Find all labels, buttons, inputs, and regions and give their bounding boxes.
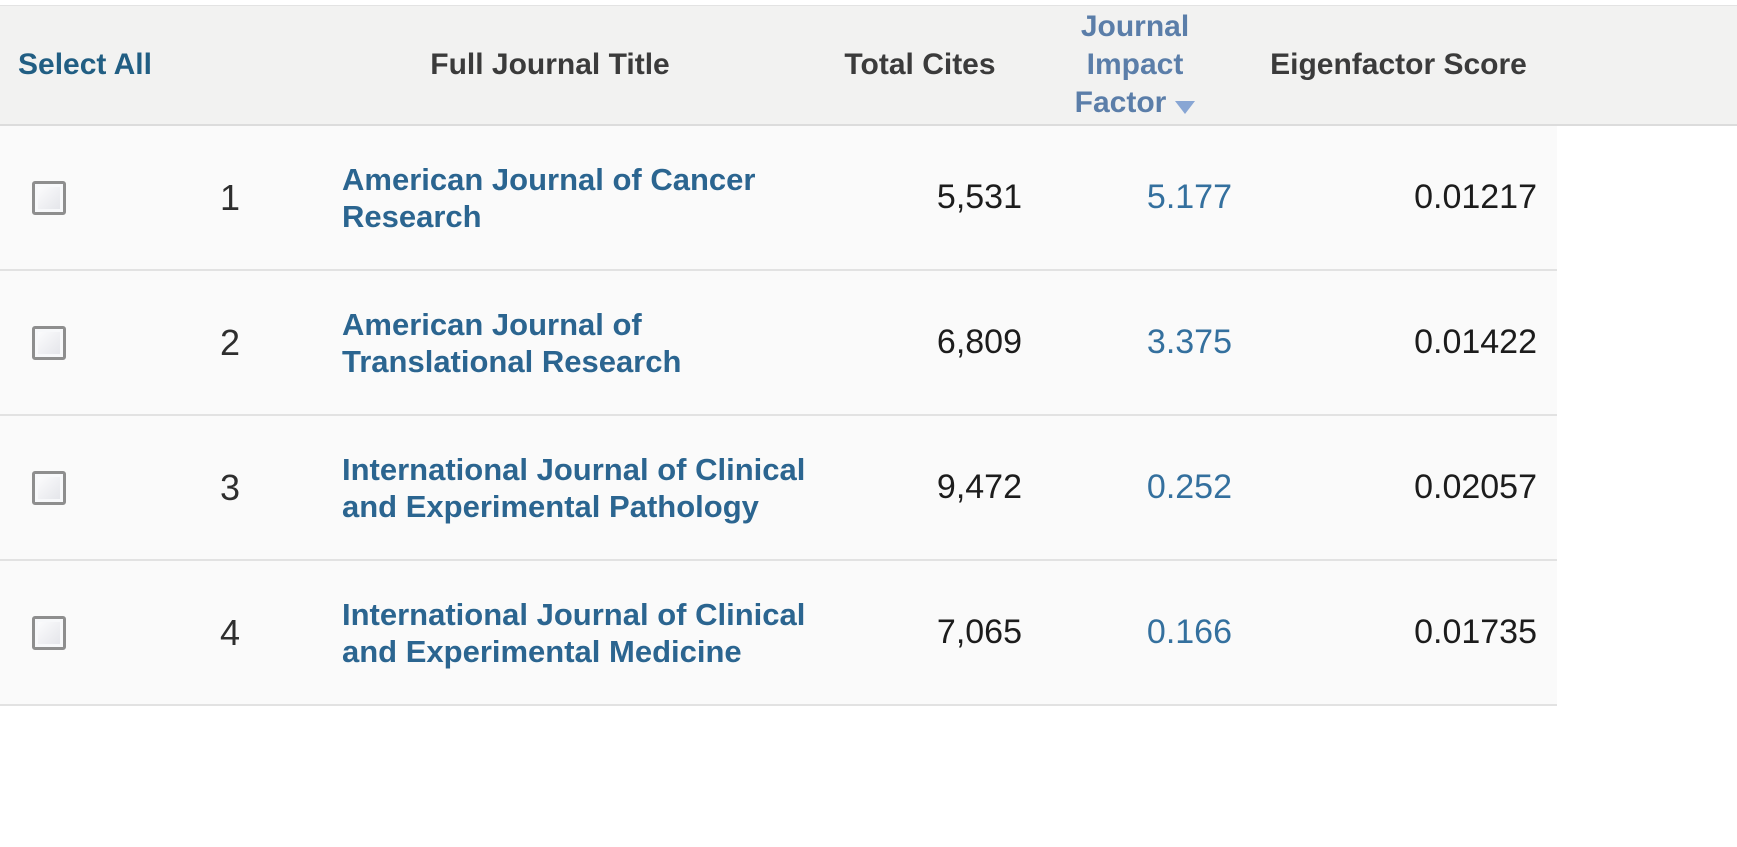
header-cell-eigenfactor: Eigenfactor Score [1240,46,1557,84]
header-cell-select-all: Select All [0,46,170,84]
total-cites-value: 7,065 [936,613,1022,651]
eigenfactor-value: 0.01422 [1414,323,1537,361]
jif-cell: 0.166 [1030,613,1240,652]
jif-cell: 5.177 [1030,178,1240,217]
journal-impact-factor-sort-header[interactable]: Journal Impact Factor [1059,8,1211,122]
journal-title-link[interactable]: American Journal of Cancer Research [342,161,756,234]
row-checkbox[interactable] [32,180,66,215]
rank-cell: 1 [219,176,241,218]
top-spacer [0,0,1737,5]
checkbox-cell [0,470,170,505]
row-checkbox[interactable] [32,325,66,360]
rank-cell: 2 [219,321,241,363]
total-cites-value: 6,809 [936,323,1022,361]
header-cell-total-cites: Total Cites [810,46,1030,84]
journal-row: 4 International Journal of Clinical and … [0,561,1557,706]
eigenfactor-score-header: Eigenfactor Score [1270,48,1527,81]
journal-title-link[interactable]: International Journal of Clinical and Ex… [342,596,806,669]
title-cell: International Journal of Clinical and Ex… [290,596,810,670]
eigenfactor-value: 0.01217 [1414,178,1537,216]
header-cell-impact-factor: Journal Impact Factor [1030,8,1240,122]
row-checkbox[interactable] [32,470,66,505]
triangle-down-icon [1175,101,1196,114]
total-cites-header: Total Cites [844,48,996,81]
full-journal-title-header: Full Journal Title [430,48,670,81]
row-checkbox[interactable] [32,615,66,650]
impact-factor-link[interactable]: 0.166 [1146,613,1232,651]
journal-table-header: Select All Full Journal Title Total Cite… [0,5,1737,126]
journal-table-body: 1 American Journal of Cancer Research 5,… [0,126,1557,706]
impact-factor-link[interactable]: 5.177 [1146,178,1232,216]
journal-title-link[interactable]: International Journal of Clinical and Ex… [342,451,806,524]
checkbox-cell [0,180,170,215]
jif-cell: 0.252 [1030,468,1240,507]
total-cites-value: 5,531 [936,178,1022,216]
rank-cell: 3 [219,466,241,508]
journal-impact-factor-header-label: Journal Impact Factor [1074,10,1190,119]
journal-title-link[interactable]: American Journal of Translational Resear… [342,306,682,379]
select-all-link[interactable]: Select All [18,48,152,81]
impact-factor-link[interactable]: 0.252 [1146,468,1232,506]
title-cell: American Journal of Translational Resear… [290,306,810,380]
eigenfactor-value: 0.02057 [1414,468,1537,506]
total-cites-value: 9,472 [936,468,1022,506]
eigenfactor-value: 0.01735 [1414,613,1537,651]
title-cell: International Journal of Clinical and Ex… [290,451,810,525]
rank-cell: 4 [219,611,241,653]
checkbox-cell [0,615,170,650]
journal-row: 2 American Journal of Translational Rese… [0,271,1557,416]
impact-factor-link[interactable]: 3.375 [1146,323,1232,361]
journal-row: 1 American Journal of Cancer Research 5,… [0,126,1557,271]
header-cell-title: Full Journal Title [290,46,810,84]
journal-row: 3 International Journal of Clinical and … [0,416,1557,561]
title-cell: American Journal of Cancer Research [290,161,810,235]
jif-cell: 3.375 [1030,323,1240,362]
checkbox-cell [0,325,170,360]
